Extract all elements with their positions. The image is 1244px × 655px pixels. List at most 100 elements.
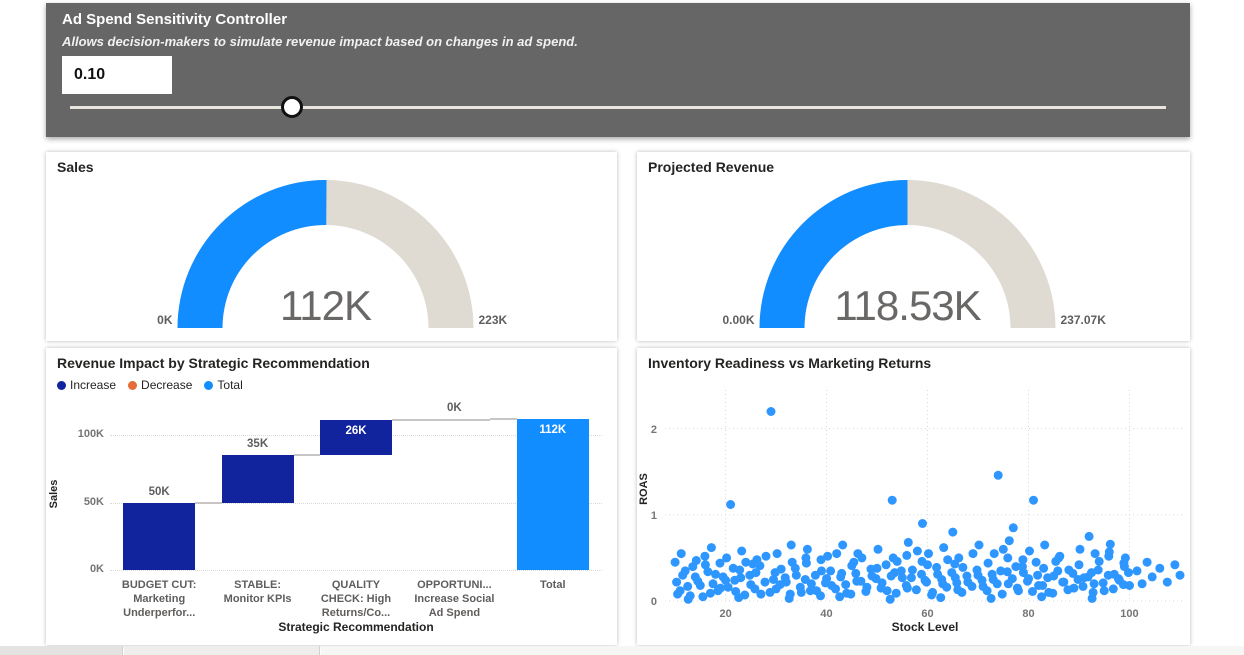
scatter-point[interactable]: [1073, 575, 1083, 584]
scatter-point[interactable]: [937, 575, 947, 584]
scatter-point[interactable]: [734, 593, 744, 603]
scatter-point[interactable]: [1098, 578, 1108, 588]
scatter-point[interactable]: [800, 575, 810, 584]
scatter-point[interactable]: [1108, 584, 1118, 594]
scatter-point[interactable]: [723, 582, 733, 592]
scatter-point[interactable]: [700, 551, 710, 561]
scatter-point[interactable]: [1018, 555, 1028, 565]
scatter-point[interactable]: [917, 556, 927, 566]
scatter-point[interactable]: [1053, 566, 1063, 576]
scatter-point[interactable]: [1078, 581, 1088, 591]
scatter-point[interactable]: [831, 584, 841, 594]
scatter-point[interactable]: [821, 578, 830, 588]
scatter-point[interactable]: [896, 566, 906, 576]
scatter-point[interactable]: [1012, 583, 1022, 593]
scatter-point[interactable]: [1038, 581, 1048, 590]
scatter-point[interactable]: [816, 555, 826, 565]
scatter-point[interactable]: [974, 540, 984, 550]
scatter-point[interactable]: [942, 582, 952, 592]
scatter-point[interactable]: [748, 559, 758, 569]
scatter-point[interactable]: [1025, 546, 1034, 556]
scatter-point[interactable]: [992, 579, 1002, 589]
scatter-point[interactable]: [1037, 592, 1047, 602]
scatter-point[interactable]: [772, 549, 782, 559]
scatter-point[interactable]: [897, 573, 907, 583]
scatter-point[interactable]: [1090, 549, 1100, 559]
legend-item-increase[interactable]: Increase: [57, 378, 116, 392]
scatter-point[interactable]: [1048, 588, 1058, 598]
scatter-point[interactable]: [1132, 566, 1142, 576]
scatter-point[interactable]: [787, 557, 797, 567]
scatter-point[interactable]: [996, 566, 1006, 576]
scatter-point[interactable]: [761, 551, 771, 561]
scatter-point[interactable]: [816, 591, 825, 601]
scatter-point[interactable]: [711, 569, 720, 579]
scatter-point[interactable]: [950, 559, 960, 569]
scatter-point[interactable]: [810, 570, 820, 580]
scatter-point[interactable]: [672, 577, 682, 587]
scatter-point[interactable]: [866, 564, 876, 574]
scatter-point[interactable]: [918, 519, 927, 528]
scatter-point[interactable]: [741, 557, 751, 567]
waterfall-bar[interactable]: [123, 502, 196, 570]
scatter-point[interactable]: [891, 588, 901, 598]
scatter-point[interactable]: [1175, 570, 1185, 580]
scatter-point[interactable]: [726, 500, 736, 509]
scatter-point[interactable]: [849, 557, 859, 567]
scatter-point[interactable]: [1083, 572, 1093, 582]
scatter-point[interactable]: [1099, 586, 1109, 596]
scatter-point[interactable]: [691, 556, 701, 565]
scatter-point[interactable]: [802, 544, 812, 554]
scatter-point[interactable]: [1074, 560, 1084, 570]
scatter-point[interactable]: [1105, 539, 1115, 549]
scatter-point[interactable]: [873, 544, 883, 554]
scatter-point[interactable]: [1007, 574, 1017, 584]
scatter-point[interactable]: [936, 593, 946, 603]
scatter-point[interactable]: [982, 586, 992, 596]
scatter-point[interactable]: [902, 550, 912, 560]
scatter-point[interactable]: [846, 589, 856, 599]
scatter-point[interactable]: [823, 551, 833, 561]
scatter-point[interactable]: [1087, 593, 1097, 603]
scatter-point[interactable]: [943, 555, 953, 565]
scatter-point[interactable]: [983, 558, 993, 568]
waterfall-bar[interactable]: [516, 418, 589, 570]
scatter-point[interactable]: [1119, 558, 1129, 568]
scatter-point[interactable]: [1142, 557, 1152, 567]
scatter-point[interactable]: [853, 549, 863, 559]
scatter-point[interactable]: [861, 587, 871, 596]
scatter-point[interactable]: [1058, 577, 1068, 587]
scatter-point[interactable]: [1033, 570, 1043, 580]
scatter-point[interactable]: [972, 565, 982, 575]
scatter-point[interactable]: [948, 527, 958, 537]
scatter-point[interactable]: [703, 567, 713, 577]
scatter-point[interactable]: [856, 576, 866, 586]
scatter-point[interactable]: [775, 580, 785, 590]
scatter-point[interactable]: [766, 407, 776, 416]
scatter-point[interactable]: [805, 586, 815, 596]
scatter-point[interactable]: [957, 587, 967, 597]
scatter-point[interactable]: [1028, 587, 1037, 596]
scatter-point[interactable]: [683, 581, 693, 591]
scatter-point[interactable]: [760, 577, 770, 587]
scatter-point[interactable]: [713, 586, 723, 596]
scatter-point[interactable]: [952, 578, 962, 588]
scatter-point[interactable]: [1104, 551, 1114, 561]
scatter-point[interactable]: [876, 583, 886, 593]
scatter-point[interactable]: [912, 546, 922, 556]
scatter-point[interactable]: [730, 575, 740, 585]
scatter-point[interactable]: [841, 580, 851, 590]
scatter-point[interactable]: [715, 558, 725, 568]
scatter-point[interactable]: [958, 562, 968, 572]
sensitivity-slider-handle[interactable]: [281, 96, 304, 118]
scatter-point[interactable]: [1089, 579, 1099, 589]
scatter-point[interactable]: [1084, 531, 1094, 541]
waterfall-bar[interactable]: [221, 455, 294, 503]
legend-item-decrease[interactable]: Decrease: [128, 378, 192, 392]
scatter-point[interactable]: [1075, 544, 1085, 554]
scatter-point[interactable]: [906, 573, 916, 583]
scatter-point[interactable]: [1113, 574, 1123, 584]
scatter-point[interactable]: [795, 582, 805, 592]
scatter-point[interactable]: [1023, 576, 1032, 586]
scatter-point[interactable]: [683, 594, 693, 604]
